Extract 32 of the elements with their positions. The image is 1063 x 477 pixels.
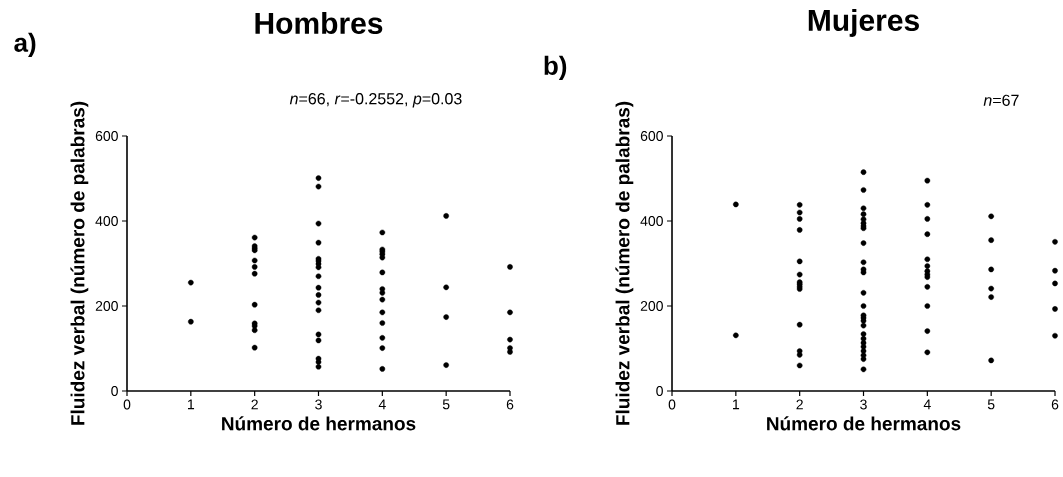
text: n=66, r=-0.2552, p=0.03 — [289, 93, 462, 108]
x-tick-label: 6 — [506, 399, 514, 410]
x-tick-label: 5 — [987, 399, 995, 410]
x-tick-label: 5 — [442, 399, 450, 410]
x-tick-label: 4 — [378, 399, 386, 410]
chart-title: Hombres — [255, 11, 383, 34]
y-tick-label: 400 — [95, 216, 118, 226]
y-axis-title: Fluidez verbal (número de palabras) — [615, 101, 634, 425]
text: b) — [544, 55, 567, 81]
y-tick-label: 0 — [656, 386, 663, 396]
x-axis-title: Número de hermanos — [767, 416, 961, 431]
y-tick-label: 600 — [95, 131, 118, 141]
x-tick-label: 2 — [796, 399, 803, 410]
y-tick-label: 200 — [95, 301, 118, 311]
x-tick-label: 0 — [668, 399, 676, 410]
y-tick-label: 200 — [640, 301, 663, 311]
text: a) — [14, 32, 36, 58]
x-tick-label: 3 — [315, 399, 322, 410]
x-tick-label: 2 — [251, 399, 258, 410]
chart-title: Mujeres — [808, 8, 919, 37]
x-tick-label: 6 — [1051, 399, 1059, 410]
x-tick-label: 1 — [188, 399, 195, 410]
y-tick-label: 400 — [640, 216, 663, 226]
x-tick-label: 3 — [860, 399, 867, 410]
y-tick-label: 0 — [111, 386, 118, 396]
y-axis-title: Fluidez verbal (número de palabras) — [70, 101, 89, 425]
text: n=67 — [983, 94, 1019, 106]
x-tick-label: 1 — [733, 399, 740, 410]
x-axis-title: Número de hermanos — [222, 416, 416, 431]
x-tick-label: 4 — [923, 399, 931, 410]
x-tick-label: 0 — [123, 399, 131, 410]
y-tick-label: 600 — [640, 131, 663, 141]
